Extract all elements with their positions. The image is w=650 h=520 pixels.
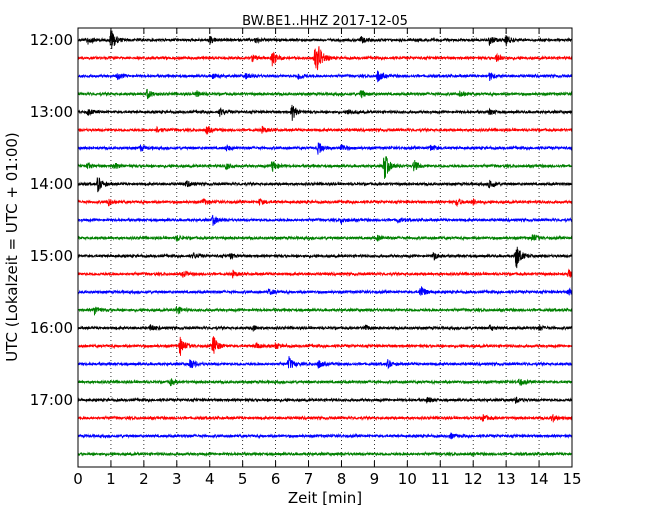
y-tick-label: 15:00	[30, 247, 73, 265]
y-axis-label: UTC (Lokalzeit = UTC + 01:00)	[3, 132, 21, 362]
chart-title: BW.BE1..HHZ 2017-12-05	[242, 14, 408, 29]
y-tick-label: 12:00	[30, 31, 73, 49]
x-tick-label: 15	[562, 470, 581, 488]
x-tick-label: 12	[464, 470, 483, 488]
trace-row	[77, 306, 573, 316]
x-tick-label: 14	[530, 470, 549, 488]
trace-row	[77, 414, 573, 423]
y-axis-ticks: 12:00 13:00 14:00 15:00 16:00 17:00	[30, 31, 572, 409]
x-tick-label: 3	[172, 470, 182, 488]
x-tick-label: 4	[205, 470, 215, 488]
trace-row	[77, 30, 573, 49]
trace-row	[77, 46, 573, 71]
trace-row	[77, 450, 573, 457]
trace-row	[77, 104, 573, 121]
y-tick-label: 16:00	[30, 319, 73, 337]
y-tick-label: 14:00	[30, 175, 73, 193]
x-tick-label: 10	[398, 470, 417, 488]
x-tick-label: 9	[370, 470, 380, 488]
trace-row	[77, 396, 573, 404]
trace-row	[77, 70, 573, 83]
x-tick-label: 13	[497, 470, 516, 488]
plot-frame	[77, 27, 573, 468]
trace-row	[77, 214, 573, 226]
trace-row	[77, 356, 573, 370]
trace-row	[77, 324, 573, 332]
trace-row	[77, 197, 573, 207]
trace-row	[77, 432, 573, 440]
y-tick-label: 17:00	[30, 391, 73, 409]
trace-row	[77, 142, 573, 155]
x-axis-ticks: 0 1 2 3 4 5 6 7 8 9 10 11 12 13 14 15	[73, 28, 582, 488]
x-tick-label: 1	[106, 470, 116, 488]
trace-row	[77, 246, 573, 269]
trace-row	[77, 233, 573, 242]
trace-row	[77, 177, 573, 193]
x-tick-label: 5	[238, 470, 248, 488]
trace-row	[77, 125, 573, 135]
y-tick-label: 13:00	[30, 103, 73, 121]
trace-row	[77, 156, 573, 179]
x-tick-label: 6	[271, 470, 281, 488]
x-tick-label: 8	[337, 470, 347, 488]
x-tick-label: 7	[304, 470, 314, 488]
x-tick-label: 0	[73, 470, 83, 488]
x-tick-label: 2	[139, 470, 149, 488]
trace-row	[77, 88, 573, 100]
x-axis-label: Zeit [min]	[288, 489, 362, 507]
trace-row	[77, 268, 573, 279]
trace-row	[77, 286, 573, 296]
seismic-traces	[77, 30, 573, 457]
x-tick-label: 11	[431, 470, 450, 488]
trace-row	[77, 336, 573, 356]
trace-row	[77, 378, 573, 387]
